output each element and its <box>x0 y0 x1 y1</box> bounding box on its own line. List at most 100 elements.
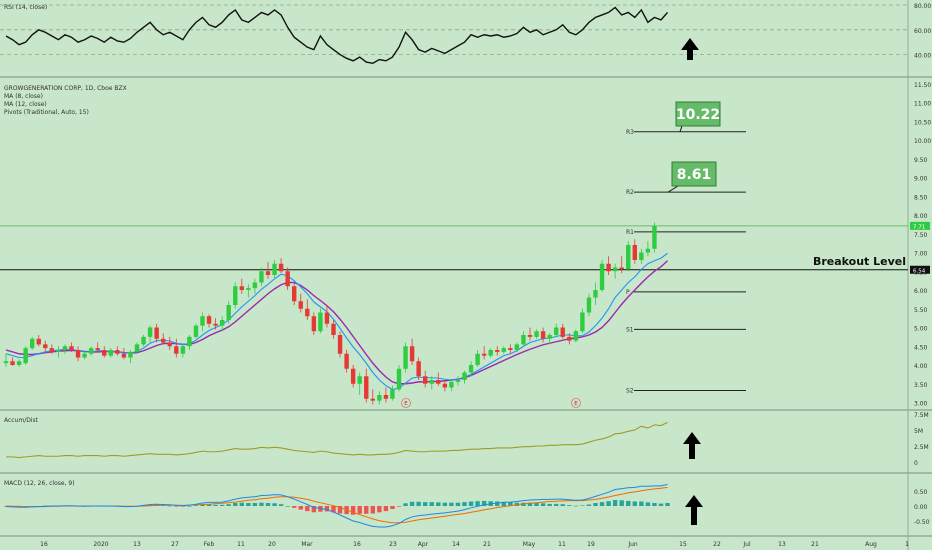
candle-body <box>56 350 61 352</box>
candle-body <box>344 353 349 369</box>
x-axis-tick-label: Jul <box>742 541 751 548</box>
candle-body <box>606 263 611 272</box>
candle-body <box>364 376 369 399</box>
macd-histogram-bar <box>645 502 651 506</box>
macd-panel-label: MACD (12, 26, close, 9) <box>4 480 75 487</box>
macd-histogram-bar <box>586 504 592 506</box>
rsi-tick-label: 40.00 <box>914 53 931 60</box>
candle-body <box>180 346 186 354</box>
candle-body <box>423 376 428 384</box>
pivot-label: S1 <box>626 326 634 333</box>
macd-histogram-bar <box>652 503 657 506</box>
candle-body <box>560 327 565 337</box>
candle-body <box>547 335 552 339</box>
candle-body <box>62 346 68 350</box>
macd-histogram-bar <box>350 506 356 515</box>
candle-body <box>147 327 153 337</box>
main-legend-item: Pivots (Traditional, Auto, 15) <box>4 109 89 116</box>
price-tick-label: 6.00 <box>914 288 928 295</box>
macd-histogram-bar <box>246 503 251 506</box>
macd-histogram-bar <box>475 501 480 506</box>
accum-tick-label: 7.5M <box>914 412 929 419</box>
candle-body <box>233 286 238 305</box>
macd-histogram-bar <box>180 506 186 507</box>
candle-body <box>23 348 28 364</box>
x-axis-tick-label: 21 <box>811 541 819 548</box>
candle-body <box>141 336 146 345</box>
candle-body <box>318 312 323 332</box>
accum-tick-label: 5M <box>914 428 923 435</box>
pivot-label: R2 <box>626 189 634 196</box>
x-axis-tick-label: 22 <box>713 541 721 548</box>
candle-body <box>102 350 107 356</box>
price-tick-label: 4.50 <box>914 344 928 351</box>
accum-panel-label: Accum/Dist <box>4 417 39 424</box>
candle-body <box>298 301 303 309</box>
candle-body <box>495 350 500 352</box>
macd-histogram-bar <box>193 505 199 506</box>
x-axis-tick-label: Aug <box>865 541 877 548</box>
candle-body <box>226 305 231 320</box>
price-tick-label: 3.50 <box>914 382 928 389</box>
candle-body <box>167 342 172 347</box>
macd-histogram-bar <box>259 502 264 506</box>
main-legend-item: MA (8, close) <box>4 93 43 100</box>
candle-body <box>370 398 375 401</box>
x-axis-tick-label: 15 <box>679 541 687 548</box>
price-tick-label: 10.50 <box>914 119 931 126</box>
accum-tick-label: 0 <box>914 460 918 467</box>
macd-histogram-bar <box>442 502 448 506</box>
macd-histogram-bar <box>606 501 611 506</box>
breakout-level-label: Breakout Level <box>813 255 906 268</box>
candle-body <box>30 338 35 349</box>
candle-body <box>416 361 421 377</box>
candle-body <box>305 308 310 317</box>
macd-histogram-bar <box>331 506 336 513</box>
macd-histogram-bar <box>337 506 343 514</box>
x-axis-tick-label: 11 <box>558 541 566 548</box>
macd-histogram-bar <box>272 503 277 506</box>
annotation-box <box>675 101 721 127</box>
candle-body <box>645 248 651 253</box>
candle-body <box>508 348 513 350</box>
macd-histogram-bar <box>481 500 487 506</box>
candle-body <box>599 263 605 290</box>
candle-body <box>639 252 644 260</box>
candle-body <box>554 327 559 335</box>
price-tick-label: 5.00 <box>914 326 928 333</box>
macd-histogram-bar <box>554 503 559 506</box>
candle-body <box>134 344 140 352</box>
candle-body <box>200 316 205 326</box>
ma8-line <box>5 252 668 390</box>
x-axis-tick-label: 13 <box>133 541 141 548</box>
macd-histogram-bar <box>501 501 506 506</box>
macd-histogram-bar <box>540 503 546 506</box>
annotation-pointer <box>667 185 679 193</box>
candle-body <box>488 350 493 356</box>
macd-histogram-bar <box>468 501 474 506</box>
macd-histogram-bar <box>239 502 244 506</box>
macd-histogram-bar <box>278 504 284 506</box>
price-tick-label: 8.00 <box>914 213 928 220</box>
x-axis-tick-label: 16 <box>353 541 361 548</box>
macd-histogram-bar <box>462 502 467 506</box>
candle-body <box>449 381 454 388</box>
candle-body <box>350 368 356 384</box>
macd-histogram-bar <box>298 506 303 510</box>
candle-body <box>43 344 48 349</box>
candle-body <box>337 335 343 354</box>
pivot-label: R1 <box>626 229 634 236</box>
candle-body <box>246 288 251 290</box>
macd-histogram-bar <box>495 501 500 506</box>
candle-body <box>213 323 218 326</box>
macd-histogram-bar <box>377 506 382 513</box>
pivot-label: P <box>626 289 630 296</box>
candle-body <box>95 348 100 350</box>
macd-histogram-bar <box>580 505 585 506</box>
main-legend-item: MA (12, close) <box>4 101 47 108</box>
candle-body <box>390 389 395 399</box>
macd-histogram-bar <box>403 503 408 506</box>
candle-body <box>278 263 284 272</box>
accum-tick-label: 2.5M <box>914 444 929 451</box>
candle-body <box>383 395 389 399</box>
